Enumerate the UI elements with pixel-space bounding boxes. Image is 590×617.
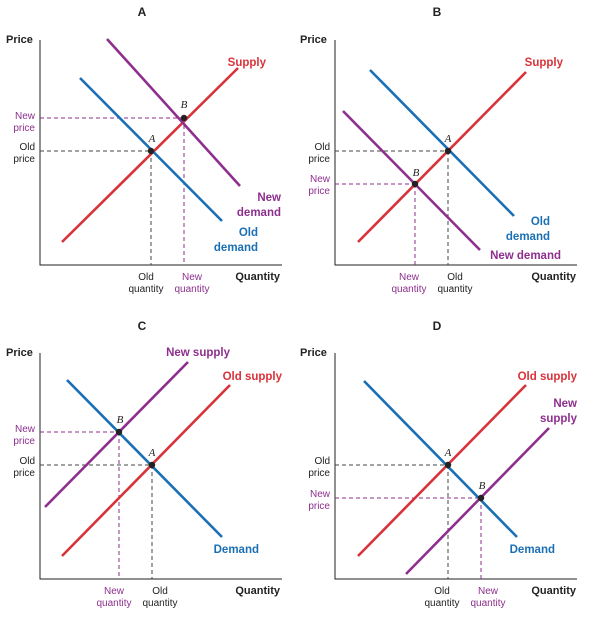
panel-c-point-b	[115, 428, 123, 436]
panel-a-new-price-label-1: New	[15, 111, 36, 122]
panel-c-y-axis-label: Price	[6, 347, 33, 359]
panel-b-point-b-label: B	[413, 167, 420, 179]
panel-d-point-a-label: A	[444, 447, 452, 459]
panel-a-supply-curve	[61, 67, 239, 243]
panel-b-point-b	[411, 180, 419, 188]
panel-c-new-quantity-label-1: New	[104, 586, 125, 597]
panel-a-point-a-label: A	[148, 133, 156, 145]
panel-c: C Price A B New supply Old supply Demand…	[6, 319, 283, 609]
panel-b-old-demand-label-1: Old	[531, 216, 550, 228]
panel-b-point-a	[444, 147, 452, 155]
panel-d-new-supply-label-1: New	[553, 398, 577, 410]
panel-b-x-axis-label: Quantity	[531, 271, 576, 283]
panel-a-x-axis-label: Quantity	[235, 271, 280, 283]
panel-d-axes	[334, 353, 577, 580]
panel-d-title: D	[433, 319, 442, 333]
panel-d-new-price-label-2: price	[308, 501, 330, 512]
panel-d-point-a	[444, 461, 452, 469]
panel-a-old-quantity-label-2: quantity	[128, 284, 163, 295]
panel-d-old-supply-curve	[357, 384, 527, 557]
panel-a-point-a	[147, 147, 155, 155]
panel-d-new-supply-curve	[405, 427, 550, 575]
panel-d-demand-label: Demand	[510, 544, 555, 556]
panel-c-x-axis-label: Quantity	[235, 585, 280, 597]
panel-c-demand-curve	[66, 379, 223, 538]
panel-c-new-supply-label: New supply	[166, 347, 231, 359]
panel-d-point-b-label: B	[479, 480, 486, 492]
panel-c-axes	[39, 353, 282, 580]
panel-c-new-price-label-2: price	[13, 436, 35, 447]
panel-b-point-a-label: A	[444, 133, 452, 145]
panel-a-old-demand-label-2: demand	[214, 242, 258, 254]
panel-a-new-demand-label-1: New	[257, 192, 281, 204]
panel-b-supply-curve	[357, 71, 527, 243]
panel-b-new-price-label-1: New	[310, 174, 331, 185]
panel-b-old-demand-label-2: demand	[506, 231, 550, 243]
panel-d-new-quantity-label-2: quantity	[470, 598, 505, 609]
panel-a-axes	[39, 40, 282, 266]
panel-b-old-quantity-label-1: Old	[447, 272, 463, 283]
panel-c-point-a-label: A	[148, 447, 156, 459]
panel-c-new-price-label-1: New	[15, 424, 36, 435]
panel-c-old-supply-curve	[61, 384, 231, 557]
panel-c-old-price-label-1: Old	[19, 456, 35, 467]
panel-c-point-b-label: B	[117, 414, 124, 426]
panel-c-point-a	[148, 461, 156, 469]
panel-b-title: B	[433, 5, 442, 19]
panel-c-demand-label: Demand	[214, 544, 259, 556]
panel-b-y-axis-label: Price	[300, 34, 327, 46]
panel-b-new-quantity-label-2: quantity	[391, 284, 426, 295]
panel-b-supply-label: Supply	[525, 57, 564, 69]
panel-b: B Price A B Supply Old demand New demand…	[300, 5, 577, 295]
panel-b-new-quantity-label-1: New	[399, 272, 420, 283]
panel-a-point-b-label: B	[181, 99, 188, 111]
panel-a-new-quantity-label-2: quantity	[174, 284, 209, 295]
panel-a-title: A	[138, 5, 147, 19]
panel-c-new-quantity-label-2: quantity	[96, 598, 131, 609]
panel-a-y-axis-label: Price	[6, 34, 33, 46]
panel-a-supply-label: Supply	[228, 57, 267, 69]
panel-d-demand-curve	[363, 380, 518, 538]
panel-a-new-price-label-2: price	[13, 123, 35, 134]
panel-b-old-demand-curve	[369, 69, 515, 217]
panel-d-old-price-label-1: Old	[314, 456, 330, 467]
panel-d-old-price-label-2: price	[308, 468, 330, 479]
panel-b-axes	[334, 40, 577, 266]
panel-a-old-quantity-label-1: Old	[138, 272, 154, 283]
panel-b-old-quantity-label-2: quantity	[437, 284, 472, 295]
panel-c-old-quantity-label-1: Old	[152, 586, 168, 597]
panel-a-new-quantity-label-1: New	[182, 272, 203, 283]
panel-d-new-quantity-label-1: New	[478, 586, 499, 597]
panel-c-old-supply-label: Old supply	[223, 371, 283, 383]
panel-a-point-b	[180, 114, 188, 122]
panel-a-old-demand-label-1: Old	[239, 227, 258, 239]
panel-a: A Price A B Supply New demand Old demand…	[6, 5, 282, 295]
panel-c-old-price-label-2: price	[13, 468, 35, 479]
panel-b-new-price-label-2: price	[308, 186, 330, 197]
panel-d-old-quantity-label-2: quantity	[424, 598, 459, 609]
panel-a-new-demand-label-2: demand	[237, 207, 281, 219]
panel-d-old-quantity-label-1: Old	[434, 586, 450, 597]
panel-a-new-demand-curve	[106, 38, 241, 187]
panel-b-new-demand-label: New demand	[490, 250, 561, 262]
panel-a-old-price-label-2: price	[13, 154, 35, 165]
panel-b-new-demand-curve	[342, 110, 481, 251]
panel-a-old-price-label-1: Old	[19, 142, 35, 153]
panel-d-old-supply-label: Old supply	[518, 371, 578, 383]
panel-d-y-axis-label: Price	[300, 347, 327, 359]
panel-c-title: C	[138, 319, 147, 333]
panel-d-x-axis-label: Quantity	[531, 585, 576, 597]
panel-d: D Price A B Old supply New supply Demand…	[300, 319, 578, 609]
panel-b-old-price-label-2: price	[308, 154, 330, 165]
panel-d-point-b	[477, 494, 485, 502]
panel-d-new-price-label-1: New	[310, 489, 331, 500]
panel-c-old-quantity-label-2: quantity	[142, 598, 177, 609]
panel-b-old-price-label-1: Old	[314, 142, 330, 153]
panel-c-new-supply-curve	[44, 361, 189, 508]
panel-d-new-supply-label-2: supply	[540, 413, 578, 425]
